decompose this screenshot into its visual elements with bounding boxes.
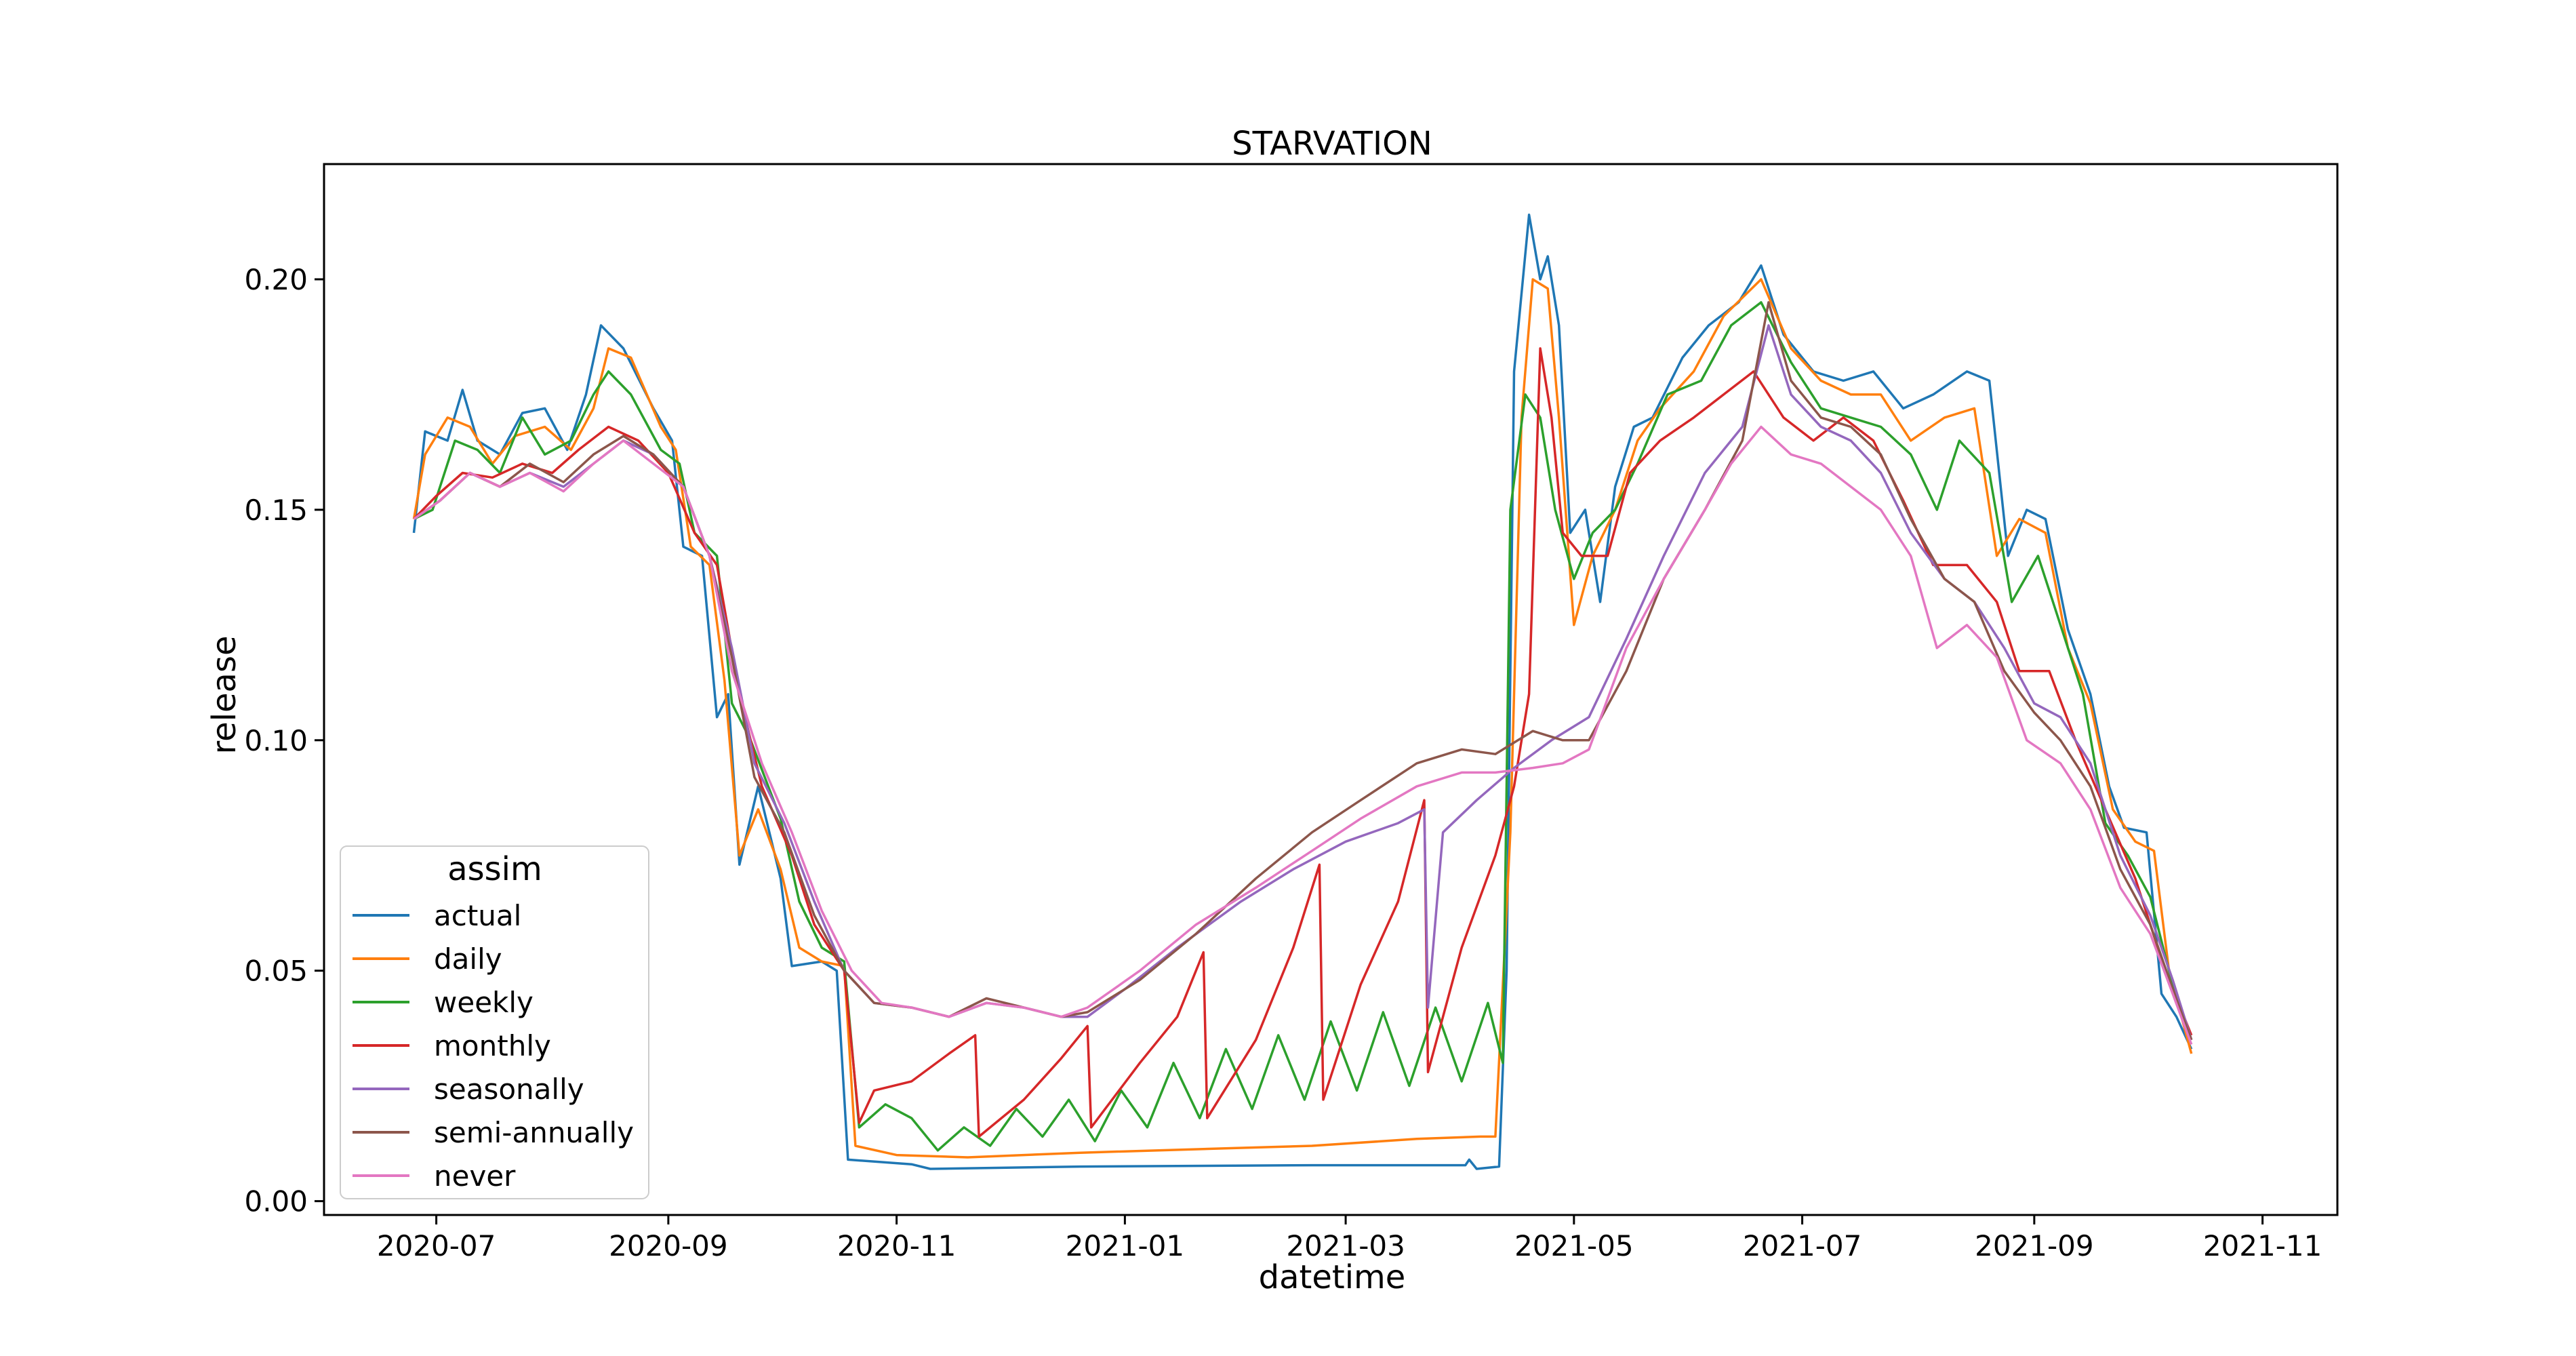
legend-frame: [340, 845, 649, 1199]
series-layer: [412, 214, 2193, 1170]
x-tick-label: 2020-11: [837, 1229, 957, 1262]
legend-label-monthly: monthly: [434, 1029, 551, 1062]
legend-label-actual: actual: [434, 899, 521, 932]
y-tick-label: 0.20: [244, 263, 308, 296]
x-tick-label: 2020-09: [609, 1229, 728, 1262]
plot-area-frame: [323, 163, 2339, 1216]
legend-label-weekly: weekly: [434, 986, 534, 1019]
legend-label-semi-annually: semi-annually: [434, 1116, 634, 1149]
y-tick-label: 0.15: [244, 494, 308, 527]
series-line-actual: [412, 214, 2193, 1170]
x-tick-label: 2021-07: [1743, 1229, 1862, 1262]
y-tick-label: 0.10: [244, 724, 308, 757]
x-axis-label: datetime: [1259, 1258, 1406, 1296]
x-tick-label: 2021-11: [2203, 1229, 2322, 1262]
x-tick-label: 2021-03: [1286, 1229, 1405, 1262]
series-line-daily: [412, 278, 2193, 1159]
chart-title: STARVATION: [1232, 125, 1432, 163]
legend-label-never: never: [434, 1159, 516, 1193]
legend-items: actual daily weekly monthly seasonally semi-a…: [353, 899, 634, 1193]
legend: assim actual daily weekly monthly seasonally…: [340, 845, 649, 1199]
x-tick-label: 2021-01: [1066, 1229, 1185, 1262]
x-axis: 2020-07 2020-09 2020-11 2021-01 2021-03 2021-…: [377, 1215, 2322, 1262]
x-tick-label: 2020-07: [377, 1229, 496, 1262]
series-line-semi-annually: [413, 301, 2193, 1041]
x-tick-label: 2021-05: [1514, 1229, 1634, 1262]
y-tick-label: 0.05: [244, 955, 308, 988]
x-tick-label: 2021-09: [1975, 1229, 2094, 1262]
y-tick-label: 0.00: [244, 1185, 308, 1218]
legend-title: assim: [447, 850, 542, 888]
y-axis-label: release: [205, 635, 243, 754]
series-line-never: [413, 425, 2193, 1045]
legend-label-daily: daily: [434, 942, 502, 976]
y-axis: 0.00 0.05 0.10 0.15 0.20: [244, 263, 324, 1218]
series-line-monthly: [413, 347, 2193, 1138]
legend-label-seasonally: seasonally: [434, 1073, 584, 1106]
